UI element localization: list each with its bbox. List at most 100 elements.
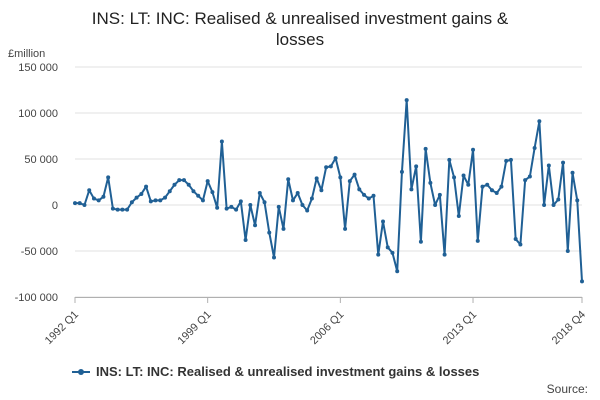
data-point	[324, 165, 329, 170]
data-point	[456, 214, 461, 219]
y-tick-label: 50 000	[24, 154, 58, 166]
data-point	[485, 182, 490, 187]
data-point	[110, 206, 115, 211]
data-point	[532, 145, 537, 150]
data-point	[229, 204, 234, 209]
data-point	[305, 208, 310, 213]
data-point	[196, 193, 201, 198]
chart-title-line-2: losses	[275, 30, 325, 49]
data-point	[200, 198, 205, 203]
data-point	[404, 98, 409, 103]
data-point	[125, 207, 130, 212]
data-point	[186, 182, 191, 187]
chart-title-line-1: INS: LT: INC: Realised & unrealised inve…	[91, 9, 509, 28]
data-point	[385, 245, 390, 250]
data-point	[366, 196, 371, 201]
data-point	[333, 156, 338, 161]
data-point	[91, 196, 96, 201]
data-point	[580, 279, 584, 284]
data-point	[115, 207, 120, 212]
data-point	[290, 198, 295, 203]
data-point	[390, 250, 395, 255]
data-point	[362, 192, 367, 197]
data-point	[395, 269, 400, 274]
data-point	[267, 230, 272, 235]
data-point	[508, 157, 513, 162]
y-tick-label: 0	[52, 200, 58, 212]
data-point	[191, 189, 196, 194]
y-tick-label: -100 000	[15, 292, 58, 304]
data-point	[177, 178, 182, 183]
data-point	[542, 203, 547, 207]
data-point	[523, 178, 528, 183]
data-point	[129, 200, 134, 205]
data-point	[466, 182, 471, 187]
data-point	[319, 188, 324, 193]
data-point	[461, 173, 466, 178]
data-point	[499, 184, 504, 189]
data-point	[77, 201, 82, 206]
source-label: Source:	[546, 382, 588, 396]
data-point	[73, 201, 77, 206]
data-point	[219, 139, 224, 144]
data-point	[452, 175, 457, 180]
data-point	[380, 219, 385, 224]
data-point	[120, 207, 125, 212]
data-point	[343, 226, 348, 231]
data-point	[248, 203, 253, 207]
data-point	[309, 196, 314, 201]
legend[interactable]: INS: LT: INC: Realised & unrealised inve…	[72, 364, 479, 379]
data-point	[357, 187, 362, 192]
data-point	[224, 206, 229, 211]
data-point	[172, 182, 177, 187]
data-point	[257, 191, 262, 196]
data-point	[489, 188, 494, 193]
data-point	[433, 203, 438, 207]
data-point	[546, 163, 551, 168]
y-tick-label: 100 000	[18, 108, 58, 120]
legend-line-marker-icon	[72, 367, 90, 377]
data-point	[352, 172, 357, 177]
data-point	[442, 252, 447, 257]
data-point	[414, 164, 419, 169]
chart-title: INS: LT: INC: Realised & unrealised inve…	[0, 8, 600, 50]
data-point	[551, 203, 556, 207]
data-point	[561, 160, 566, 165]
data-point	[272, 255, 277, 260]
data-point	[399, 169, 404, 174]
data-point	[575, 198, 580, 203]
data-point	[447, 157, 452, 162]
y-tick-label: 150 000	[18, 62, 58, 74]
data-point	[106, 175, 111, 180]
y-axis-label: £million	[8, 48, 45, 60]
data-point	[556, 197, 561, 202]
data-point	[148, 199, 153, 204]
legend-label: INS: LT: INC: Realised & unrealised inve…	[96, 364, 480, 379]
data-point	[570, 170, 575, 175]
data-point	[87, 188, 92, 193]
data-point	[238, 199, 243, 204]
data-point	[167, 189, 172, 194]
data-point	[163, 195, 168, 200]
data-point	[243, 237, 248, 242]
data-point	[96, 198, 101, 203]
data-point	[504, 158, 509, 163]
data-point	[144, 184, 149, 189]
data-point	[300, 203, 305, 207]
data-point	[276, 204, 281, 209]
data-point	[328, 164, 333, 169]
data-point	[518, 242, 523, 247]
data-point	[527, 174, 532, 179]
data-point	[471, 147, 476, 152]
data-point	[423, 146, 428, 151]
data-point	[480, 184, 485, 189]
x-tick-label: 1999 Q1	[175, 309, 213, 347]
data-point	[338, 175, 343, 180]
data-point	[281, 226, 286, 231]
data-point	[494, 191, 499, 196]
data-point	[215, 205, 220, 210]
series-line	[75, 99, 583, 282]
data-point	[513, 237, 518, 242]
data-point	[314, 176, 319, 181]
